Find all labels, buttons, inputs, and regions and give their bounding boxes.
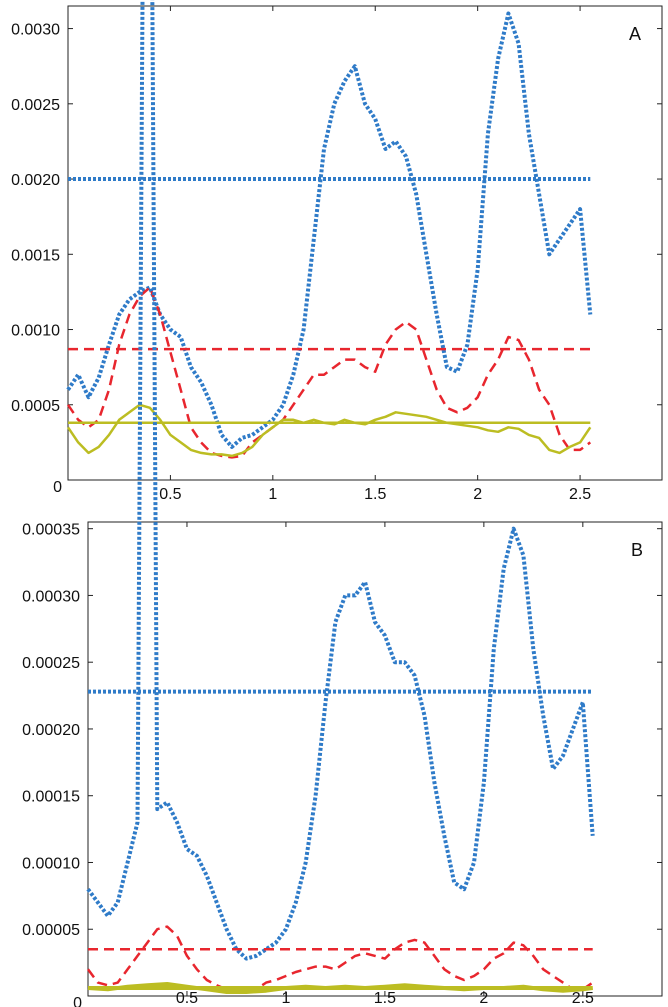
x-tick-label: 1 bbox=[268, 486, 277, 503]
y-axis: 0 0.0005 0.0010 0.0015 0.0020 0.0025 0.0030 bbox=[11, 22, 662, 496]
panel-b: 0 0.00005 0.00010 0.00015 0.00020 0.00025 0.00… bbox=[22, 0, 663, 1007]
series-line-dotted bbox=[86, 0, 595, 961]
y-tick-label: 0.0005 bbox=[11, 398, 60, 415]
x-axis: 0.5 1 1.5 2 2.5 bbox=[176, 522, 594, 1007]
y-tick-label: 0.00035 bbox=[22, 522, 80, 539]
x-tick-label: 1.5 bbox=[364, 486, 386, 503]
panel-a: 0 0.0005 0.0010 0.0015 0.0020 0.0025 0.0030 0.5… bbox=[11, 5, 663, 503]
y-tick-label: 0.0020 bbox=[11, 172, 60, 189]
series-line-dashed bbox=[66, 286, 592, 459]
y-tick-label: 0.0010 bbox=[11, 323, 60, 340]
x-tick-label: 0.5 bbox=[176, 990, 198, 1007]
x-tick-label: 2 bbox=[479, 990, 488, 1007]
series-line-dashed bbox=[86, 925, 594, 992]
y-tick-label: 0.00015 bbox=[22, 789, 80, 806]
y-tick-label: 0.00010 bbox=[22, 855, 80, 872]
panel-label: A bbox=[629, 24, 641, 44]
y-tick-label: 0.0030 bbox=[11, 22, 60, 39]
series-line-dotted bbox=[66, 11, 593, 449]
y-tick-label: 0.0015 bbox=[11, 247, 60, 264]
x-tick-label: 2.5 bbox=[572, 990, 594, 1007]
x-tick-label: 0.5 bbox=[159, 486, 181, 503]
y-tick-label: 0.00005 bbox=[22, 922, 80, 939]
y-tick-label-zero: 0 bbox=[73, 995, 82, 1007]
series-line-solid bbox=[66, 403, 592, 458]
y-tick-label: 0.00030 bbox=[22, 588, 80, 605]
x-tick-label: 2 bbox=[473, 486, 482, 503]
y-tick-label: 0.00020 bbox=[22, 722, 80, 739]
y-tick-label: 0.0025 bbox=[11, 97, 60, 114]
y-tick-label-zero: 0 bbox=[53, 479, 62, 496]
plot-frame bbox=[87, 521, 663, 997]
y-axis: 0 0.00005 0.00010 0.00015 0.00020 0.00025 0.00… bbox=[22, 522, 662, 1007]
x-tick-label: 2.5 bbox=[569, 486, 591, 503]
panel-label: B bbox=[631, 540, 643, 560]
x-axis: 0.5 1 1.5 2 2.5 bbox=[159, 6, 591, 503]
x-tick-label: 1 bbox=[281, 990, 290, 1007]
y-tick-label: 0.00025 bbox=[22, 655, 80, 672]
x-tick-label: 1.5 bbox=[374, 990, 396, 1007]
plot-frame bbox=[67, 5, 663, 481]
